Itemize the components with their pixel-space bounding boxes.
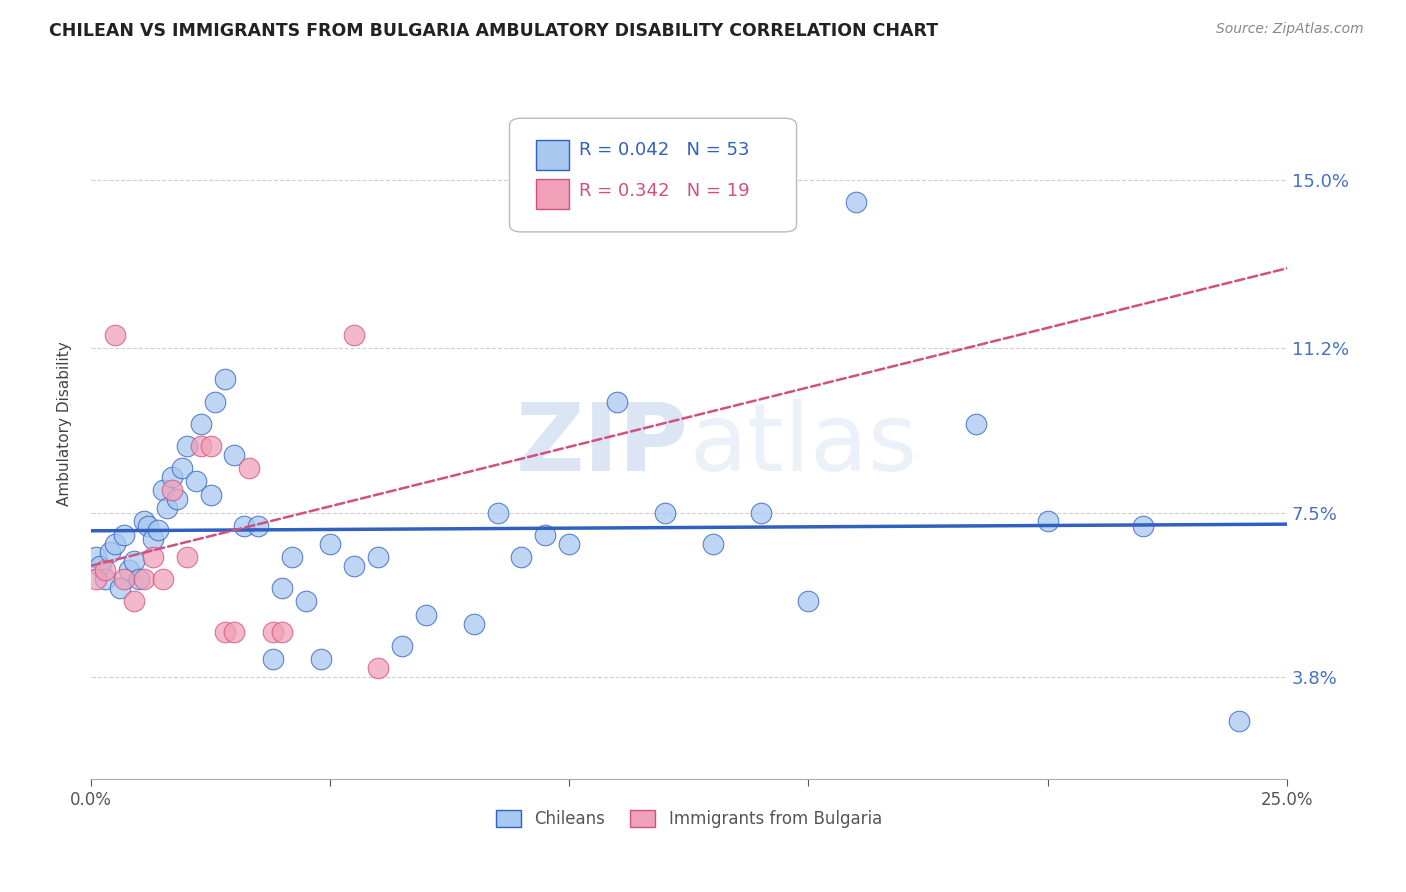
Point (162, 483, 184, 498)
Point (166, 492, 188, 507)
Point (233, 519, 256, 533)
Point (132, 572, 155, 586)
Point (415, 607, 437, 622)
Point (122, 554, 145, 568)
Point (138, 519, 160, 533)
Point (1227, 714, 1250, 729)
Text: R = 0.342   N = 19: R = 0.342 N = 19 (579, 182, 749, 200)
Point (343, 558, 366, 573)
Point (142, 532, 165, 546)
Point (146, 523, 169, 537)
Point (319, 536, 342, 550)
Point (262, 652, 284, 666)
Point (654, 506, 676, 520)
Point (343, 327, 366, 342)
Point (94, 563, 117, 577)
Point (463, 616, 485, 631)
Point (162, 470, 184, 484)
Point (186, 475, 208, 489)
Point (1036, 515, 1059, 529)
FancyBboxPatch shape (509, 119, 797, 232)
Point (104, 536, 127, 550)
Bar (536, 140, 569, 170)
Point (190, 417, 212, 431)
Text: atlas: atlas (689, 399, 917, 491)
Point (247, 519, 270, 533)
Point (118, 563, 141, 577)
Point (204, 394, 226, 409)
Point (84, 572, 107, 586)
Point (749, 506, 772, 520)
Point (132, 515, 155, 529)
Text: R = 0.042   N = 53: R = 0.042 N = 53 (579, 141, 749, 159)
Point (367, 661, 389, 675)
Point (108, 581, 131, 595)
Text: ZIP: ZIP (516, 399, 689, 491)
Point (262, 625, 284, 640)
Point (309, 652, 332, 666)
Point (295, 594, 318, 608)
Point (367, 549, 389, 564)
Text: Source: ZipAtlas.com: Source: ZipAtlas.com (1216, 22, 1364, 37)
Point (510, 549, 533, 564)
Point (156, 501, 179, 516)
Point (558, 536, 581, 550)
Point (84, 549, 107, 564)
Point (214, 625, 236, 640)
Point (200, 488, 222, 502)
Point (534, 527, 557, 541)
Point (170, 461, 193, 475)
Point (104, 327, 127, 342)
Point (142, 549, 165, 564)
Point (271, 581, 294, 595)
Point (486, 506, 509, 520)
Point (702, 536, 724, 550)
Point (391, 639, 413, 653)
Point (98, 545, 121, 559)
Point (94, 572, 117, 586)
Point (122, 594, 145, 608)
Point (152, 483, 174, 498)
Point (1132, 519, 1154, 533)
Point (176, 549, 198, 564)
Point (89, 558, 111, 573)
Point (797, 594, 820, 608)
Point (152, 572, 174, 586)
Legend: Chileans, Immigrants from Bulgaria: Chileans, Immigrants from Bulgaria (489, 803, 889, 835)
Point (238, 461, 260, 475)
Point (128, 572, 150, 586)
Point (190, 439, 212, 453)
Point (281, 549, 304, 564)
Point (965, 417, 987, 431)
Point (606, 394, 628, 409)
Bar (536, 179, 569, 210)
Point (271, 625, 294, 640)
Point (200, 439, 222, 453)
Text: CHILEAN VS IMMIGRANTS FROM BULGARIA AMBULATORY DISABILITY CORRELATION CHART: CHILEAN VS IMMIGRANTS FROM BULGARIA AMBU… (49, 22, 938, 40)
Point (845, 194, 868, 209)
Point (112, 527, 135, 541)
Point (214, 372, 236, 386)
Point (224, 625, 246, 640)
Point (112, 572, 135, 586)
Y-axis label: Ambulatory Disability: Ambulatory Disability (58, 342, 72, 506)
Point (176, 439, 198, 453)
Point (224, 448, 246, 462)
